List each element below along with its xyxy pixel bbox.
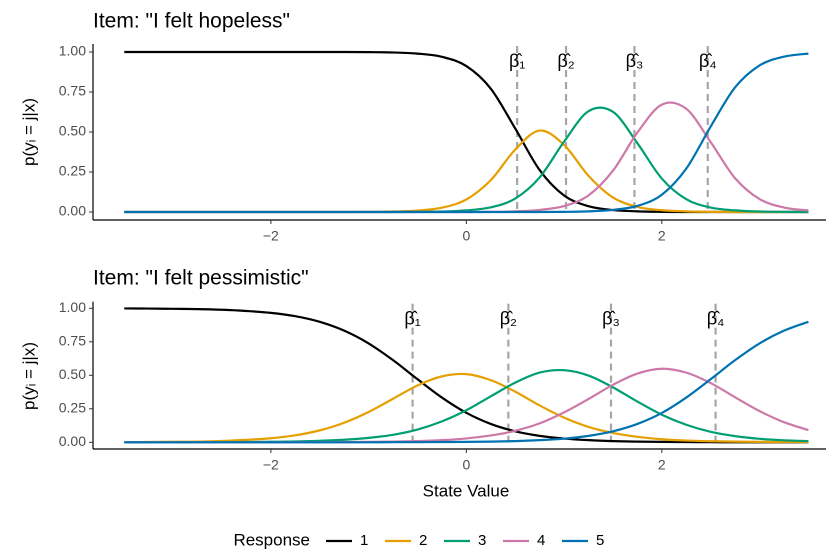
threshold-label: β̂₁ — [404, 308, 420, 328]
y-tick-label: 0.50 — [59, 123, 86, 139]
y-axis-title: p(yᵢ = j|x) — [19, 98, 38, 166]
x-tick-label: 0 — [462, 228, 470, 244]
x-tick-label: 0 — [462, 457, 470, 473]
response-curve — [124, 372, 809, 444]
x-tick-label: −2 — [263, 457, 279, 473]
threshold-label: β̂₁ — [509, 51, 525, 71]
threshold-label: β̂₄ — [707, 308, 725, 328]
panel-title: Item: "I felt pessimistic" — [93, 267, 309, 290]
response-curve — [124, 101, 809, 214]
response-curve — [124, 52, 809, 214]
y-tick-label: 0.00 — [59, 203, 86, 219]
y-tick-label: 0.25 — [59, 163, 86, 179]
response-curve — [124, 50, 809, 214]
panel-title: Item: "I felt hopeless" — [93, 10, 290, 33]
threshold-label: β̂₂ — [500, 308, 517, 328]
response-curve — [124, 106, 809, 214]
y-tick-label: 0.50 — [59, 366, 86, 382]
y-axis-title: p(yᵢ = j|x) — [19, 342, 38, 410]
legend-label: 4 — [537, 532, 545, 549]
x-axis-title: State Value — [423, 481, 510, 500]
legend-label: 3 — [478, 532, 486, 549]
response-curve — [124, 129, 809, 214]
legend-title: Response — [233, 530, 310, 549]
response-curve — [124, 320, 809, 444]
response-curve — [124, 307, 809, 444]
legend-label: 2 — [419, 532, 427, 549]
y-tick-label: 1.00 — [59, 299, 86, 315]
x-tick-label: 2 — [658, 228, 666, 244]
y-tick-label: 0.25 — [59, 400, 86, 416]
legend-label: 5 — [596, 532, 604, 549]
threshold-label: β̂₄ — [699, 51, 717, 71]
threshold-label: β̂₃ — [602, 308, 620, 328]
legend-label: 1 — [360, 532, 368, 549]
y-tick-label: 1.00 — [59, 43, 86, 59]
y-tick-label: 0.75 — [59, 83, 86, 99]
x-tick-label: −2 — [263, 228, 279, 244]
threshold-label: β̂₃ — [626, 51, 644, 71]
y-tick-label: 0.75 — [59, 333, 86, 349]
x-tick-label: 2 — [658, 457, 666, 473]
y-tick-label: 0.00 — [59, 433, 86, 449]
threshold-label: β̂₂ — [557, 51, 574, 71]
